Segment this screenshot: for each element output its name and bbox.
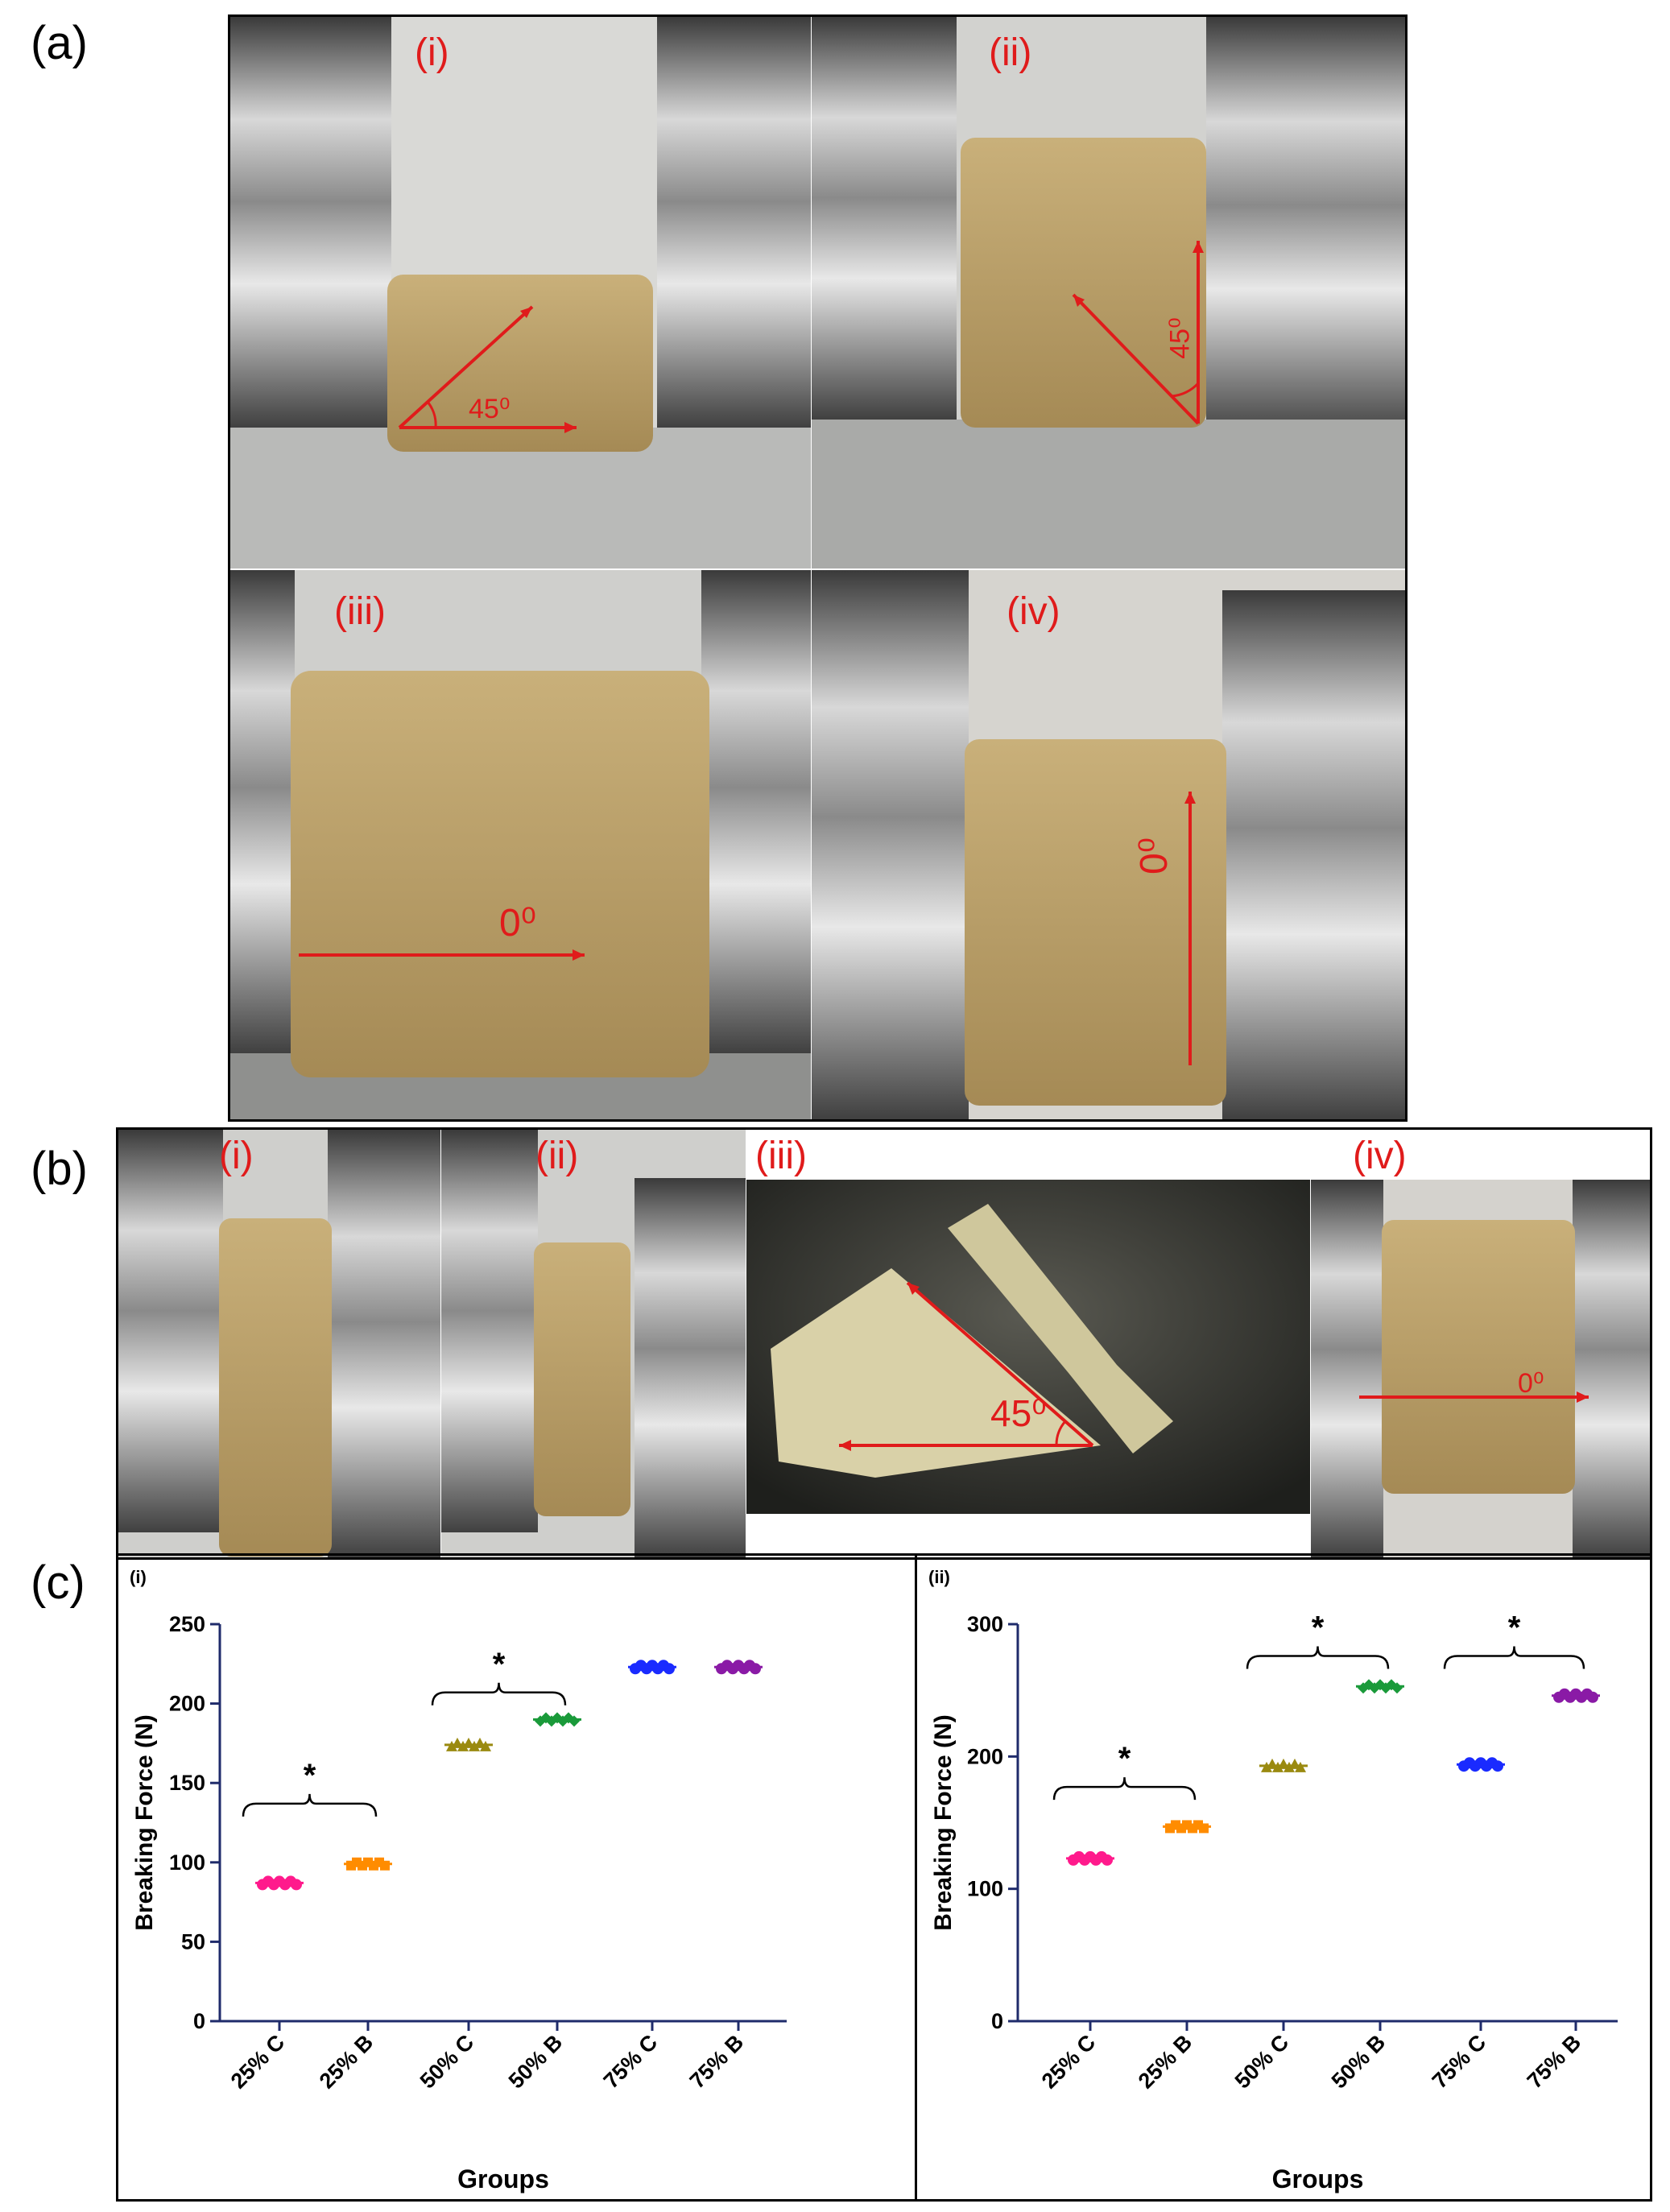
chart-panel-label: (ii) (928, 1567, 950, 1587)
photo-a-i (230, 17, 811, 569)
data-point (540, 1712, 552, 1724)
angle-label-a-iii: 0⁰ (499, 902, 536, 945)
chart-panel-label: (i) (130, 1567, 147, 1587)
data-point (1199, 1823, 1209, 1834)
label-a-iii: (iii) (334, 590, 386, 633)
y-tick-label: 150 (169, 1771, 205, 1795)
x-tick-label: 25% C (1037, 2030, 1101, 2094)
data-point (1102, 1854, 1113, 1866)
data-point (1391, 1682, 1403, 1694)
photo-a-iv (812, 570, 1405, 1119)
significance-mark: * (493, 1647, 506, 1682)
y-tick-label: 300 (967, 1612, 1003, 1636)
label-a-iv: (iv) (1007, 590, 1060, 633)
data-point (1587, 1691, 1598, 1703)
y-tick-label: 200 (967, 1744, 1003, 1768)
panel-letter-b: (b) (31, 1143, 88, 1195)
data-point (563, 1712, 574, 1724)
photo-a-ii (812, 17, 1405, 569)
significance-bracket (242, 1793, 378, 1817)
data-point (1369, 1682, 1380, 1694)
angle-label-b-iii: 45⁰ (990, 1392, 1047, 1434)
data-point (457, 1740, 469, 1751)
x-tick-label: 75% C (599, 2030, 663, 2094)
data-point (446, 1740, 457, 1751)
y-tick-label: 0 (991, 2009, 1003, 2033)
significance-mark: * (1118, 1741, 1131, 1776)
panel-c-divider (915, 1553, 917, 2202)
data-point (291, 1879, 302, 1891)
chart-breaking-force-ii: (ii) 0 100 200 300 Breaking Force (N) 25% C 25%… (928, 1567, 1618, 2193)
label-a-i: (i) (415, 31, 449, 74)
significance-bracket (1443, 1646, 1585, 1669)
photo-b-iv (1311, 1180, 1650, 1557)
angle-label-a-ii: 45⁰ (1164, 317, 1196, 359)
photo-b-ii (441, 1130, 746, 1557)
x-tick-label: 50% C (415, 2030, 479, 2094)
x-tick-label: 50% B (1327, 2030, 1391, 2094)
significance-mark: * (304, 1758, 316, 1793)
data-point (663, 1663, 675, 1675)
x-tick-label: 50% C (1230, 2030, 1294, 2094)
data-point (750, 1663, 761, 1675)
y-tick-label: 50 (181, 1929, 205, 1954)
panel-b-frame (116, 1127, 1652, 1560)
angle-arrows-b-iii (839, 1281, 1094, 1451)
x-tick-label: 25% B (1134, 2030, 1197, 2094)
label-b-iii: (iii) (755, 1135, 807, 1177)
angle-label-a-i: 45⁰ (469, 394, 511, 424)
photo-b-iii (746, 1180, 1310, 1514)
y-tick-label: 250 (169, 1612, 205, 1636)
label-b-iv: (iv) (1353, 1135, 1407, 1177)
y-axis-label: Breaking Force (N) (930, 1714, 957, 1930)
label-b-ii: (ii) (535, 1135, 579, 1177)
data-point (469, 1740, 480, 1751)
panel-letter-a: (a) (31, 17, 88, 69)
angle-arrows-a-ii (1072, 241, 1204, 425)
x-tick-label: 25% B (315, 2030, 378, 2094)
data-point (380, 1860, 390, 1871)
x-tick-label: 50% B (504, 2030, 568, 2094)
significance-bracket (431, 1682, 567, 1706)
x-tick-label: 25% C (226, 2030, 290, 2094)
y-tick-label: 200 (169, 1692, 205, 1716)
x-tick-label: 75% B (685, 2030, 749, 2094)
chart-breaking-force-i: (i) 0 50 100 150 200 250 Breaking Force (N) 25% … (130, 1567, 787, 2193)
x-tick-label: 75% C (1428, 2030, 1491, 2094)
label-a-ii: (ii) (989, 31, 1032, 74)
panel-letter-c: (c) (31, 1557, 85, 1609)
significance-mark: * (1508, 1610, 1521, 1645)
photo-b-i (118, 1130, 440, 1557)
data-point (552, 1712, 563, 1724)
angle-label-b-iv: 0⁰ (1518, 1368, 1544, 1399)
x-axis-label: Groups (457, 2164, 549, 2193)
y-tick-label: 100 (169, 1850, 205, 1875)
photo-a-iii (230, 570, 811, 1119)
significance-bracket (1246, 1646, 1390, 1669)
angle-label-a-iv: 0⁰ (1132, 837, 1176, 874)
data-point (1492, 1760, 1503, 1772)
y-axis-label: Breaking Force (N) (131, 1714, 158, 1930)
x-tick-label: 75% B (1523, 2030, 1586, 2094)
angle-arrows-a-iv (1184, 792, 1196, 1065)
significance-mark: * (1312, 1610, 1325, 1645)
data-point (1358, 1682, 1369, 1694)
panel-a-frame (228, 14, 1408, 1122)
y-tick-label: 0 (193, 2009, 205, 2033)
significance-bracket (1052, 1777, 1197, 1801)
y-tick-label: 100 (967, 1877, 1003, 1901)
angle-arrows-a-i (398, 305, 577, 433)
panel-c-frame (116, 1553, 1652, 2202)
angle-arrows-a-iii (299, 949, 585, 961)
angle-arrows-b-iv (1359, 1391, 1589, 1403)
label-b-i: (i) (219, 1135, 254, 1177)
data-point (480, 1740, 491, 1751)
x-axis-label: Groups (1272, 2164, 1364, 2193)
data-point (1380, 1682, 1391, 1694)
